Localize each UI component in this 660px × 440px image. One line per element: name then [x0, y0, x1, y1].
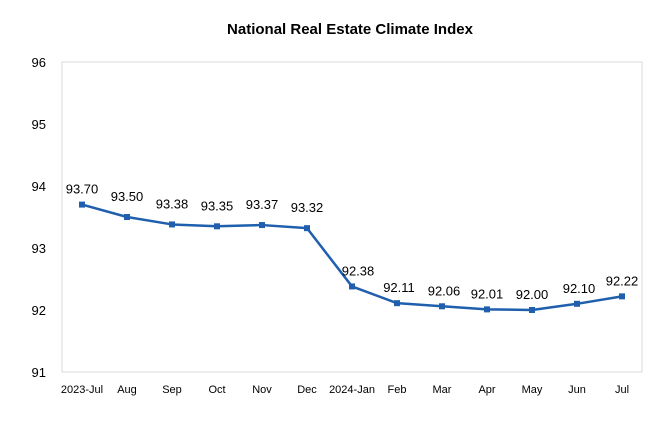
data-label: 93.32: [291, 200, 324, 215]
data-point-marker: [529, 307, 535, 313]
x-tick-label: Nov: [252, 384, 272, 396]
data-point-marker: [394, 300, 400, 307]
y-tick-label: 91: [32, 365, 46, 380]
y-tick-label: 94: [32, 179, 46, 194]
y-tick-label: 95: [32, 117, 46, 132]
data-point-marker: [214, 223, 220, 230]
data-label: 93.50: [111, 189, 144, 204]
data-point-marker: [259, 222, 265, 229]
x-tick-label: Oct: [208, 384, 225, 396]
data-label: 92.10: [563, 281, 596, 296]
x-tick-label: 2023-Jul: [61, 384, 103, 396]
x-tick-label: Jun: [568, 384, 586, 396]
data-point-marker: [574, 300, 580, 307]
plot-area-frame: [61, 61, 643, 373]
y-tick-label: 93: [32, 241, 46, 256]
data-label: 93.37: [246, 197, 279, 212]
x-tick-label: Sep: [162, 384, 182, 396]
x-tick-label: Mar: [433, 384, 452, 396]
y-tick-label: 96: [32, 55, 46, 70]
data-point-marker: [349, 283, 355, 290]
data-label: 92.00: [516, 287, 549, 302]
data-point-marker: [304, 225, 310, 232]
x-tick-label: May: [522, 384, 543, 396]
data-label: 93.70: [66, 182, 99, 197]
data-label: 92.38: [342, 263, 375, 278]
y-tick-label: 92: [32, 303, 46, 318]
data-label: 92.22: [606, 273, 639, 288]
data-label: 92.11: [383, 280, 415, 295]
x-tick-label: Jul: [615, 384, 629, 396]
x-tick-label: Apr: [478, 384, 495, 396]
data-label: 92.06: [428, 283, 461, 298]
data-label: 92.01: [471, 286, 504, 301]
data-point-marker: [79, 201, 85, 208]
data-point-marker: [124, 214, 130, 220]
data-label: 93.38: [156, 196, 189, 211]
data-point-marker: [619, 293, 625, 300]
data-label: 93.35: [201, 198, 234, 213]
data-point-marker: [439, 303, 445, 310]
x-tick-label: Feb: [388, 384, 407, 396]
x-tick-label: Dec: [297, 384, 317, 396]
x-tick-label: Aug: [117, 384, 137, 396]
chart-title: National Real Estate Climate Index: [227, 21, 473, 38]
data-point-marker: [484, 306, 490, 313]
data-point-marker: [169, 221, 175, 228]
x-tick-label: 2024-Jan: [329, 384, 375, 396]
